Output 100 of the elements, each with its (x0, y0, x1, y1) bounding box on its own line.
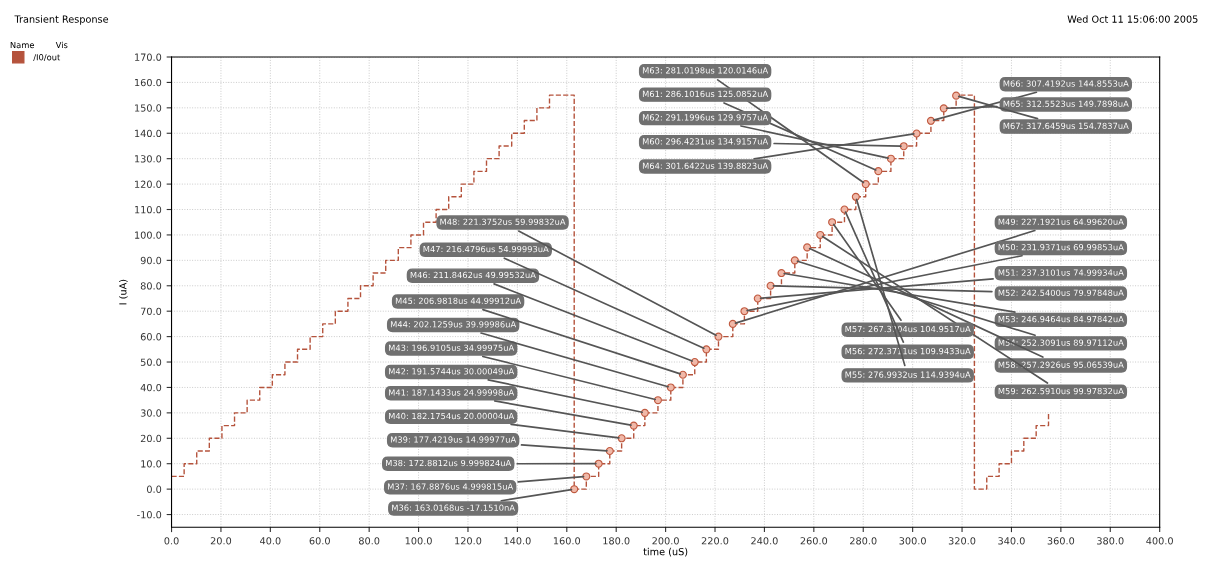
x-tick-label: 80.0 (359, 537, 380, 545)
point (690, 357, 699, 367)
annotation: M43: 196.9105us 34.99975uA (388, 344, 515, 351)
y-tick-label: 40.0 (140, 383, 162, 392)
y-tick-label: 70.0 (140, 307, 162, 316)
point (828, 218, 837, 227)
point (666, 383, 675, 392)
annotation: M58: 257.2926us 95.06539uA (998, 361, 1124, 368)
point (582, 472, 591, 481)
annotation: M59: 262.5910us 99.97832uA (998, 387, 1124, 395)
legend-title: Name Vis (10, 41, 68, 49)
annotation: M60: 296.4231us 134.9157uA (642, 138, 769, 145)
y-tick-label: 20.0 (140, 434, 162, 443)
annotation: M45: 206.9818us 44.99912uA (395, 297, 522, 304)
point (803, 243, 812, 252)
annotation: M66: 307.4192us 144.8553uA (1003, 80, 1129, 87)
point (939, 104, 948, 113)
x-tick-label: 200.0 (652, 537, 679, 545)
annotation: M63: 281.0198us 120.0146uA (642, 67, 769, 74)
point (851, 192, 860, 201)
point (678, 370, 687, 379)
annotation: M61: 286.1016us 125.0852uA (642, 90, 769, 98)
y-tick-label: 150.0 (135, 104, 162, 112)
y-tick-label: 10.0 (141, 460, 162, 468)
y-tick-label: 140.0 (135, 129, 162, 138)
x-tick-label: 360.0 (1047, 537, 1075, 545)
point (740, 307, 749, 316)
point (777, 269, 786, 278)
x-tick-label: 300.0 (899, 537, 926, 545)
point (899, 142, 908, 151)
x-tick-label: 160.0 (553, 537, 581, 545)
x-axis-title: time (uS) (643, 547, 688, 557)
annotation: M53: 246.9464us 84.97842uA (998, 315, 1124, 323)
y-axis-title: I (uA) (119, 279, 128, 305)
annotation: M49: 227.1921us 64.99620uA (998, 218, 1124, 225)
x-tick-label: 140.0 (504, 537, 531, 545)
point (861, 180, 870, 189)
y-tick-label: 50.0 (140, 358, 162, 366)
annotation: M44: 202.1259us 39.99986uA (390, 321, 517, 328)
annotation: M56: 272.3711us 109.9433uA (845, 347, 971, 355)
annotation: M50: 231.9371us 69.99853uA (998, 244, 1124, 251)
x-tick-label: 280.0 (850, 537, 877, 545)
y-tick-label: 170.0 (135, 53, 162, 61)
annotation: M40: 182.1754us 20.00004uA (388, 412, 515, 420)
y-tick-label: 130.0 (135, 155, 162, 163)
x-tick-label: 400.0 (1146, 537, 1173, 545)
point (766, 281, 775, 290)
point (617, 434, 626, 443)
x-tick-label: 380.0 (1097, 537, 1124, 545)
y-tick-label: 110.0 (135, 205, 162, 214)
point (952, 91, 961, 100)
point (653, 396, 662, 405)
y-tick-label: 120.0 (135, 180, 162, 188)
point (926, 116, 935, 125)
annotation: M37: 167.8876us 4.999815uA (388, 483, 514, 490)
x-tick-label: 40.0 (260, 537, 281, 545)
y-tick-label: 90.0 (140, 256, 162, 265)
annotation: M47: 216.4796us 54.99993uA (423, 245, 549, 253)
x-tick-label: 60.0 (309, 537, 330, 545)
annotation: M46: 211.8462us 49.99532uA (410, 271, 536, 279)
x-tick-label: 260.0 (800, 537, 828, 545)
x-tick-label: 340.0 (998, 537, 1025, 545)
annotation: M52: 242.5400us 79.97848uA (998, 289, 1124, 296)
point (874, 167, 883, 176)
annotation: M39: 177.4219us 14.99977uA (390, 436, 517, 443)
annotation: M51: 237.3101us 74.99934uA (998, 269, 1124, 276)
legend-label: /I0/out (33, 54, 61, 62)
y-tick-label: 80.0 (140, 282, 162, 290)
point (640, 408, 649, 417)
annotation: M64: 301.6422us 139.8823uA (642, 162, 769, 169)
y-tick-label: 0.0 (146, 485, 162, 493)
y-tick-label: 60.0 (140, 333, 162, 341)
point (728, 319, 737, 328)
annotation: M62: 291.1996us 129.9757uA (642, 114, 769, 121)
annotation: M67: 317.6459us 154.7837uA (1003, 122, 1129, 130)
x-tick-label: 100.0 (405, 537, 432, 545)
point (702, 345, 711, 354)
point (790, 256, 799, 265)
text: Transient Response (14, 15, 109, 25)
x-tick-label: 0.0 (164, 537, 179, 545)
annotation: M48: 221.3752us 59.99832uA (440, 218, 566, 225)
annotation: M65: 312.5523us 149.7898uA (1003, 100, 1129, 107)
y-tick-label: 160.0 (135, 78, 162, 87)
x-tick-label: 180.0 (603, 537, 630, 545)
text: Wed Oct 11 15:06:00 2005 (1067, 15, 1198, 23)
y-tick-label: 30.0 (140, 409, 162, 417)
x-tick-label: 220.0 (701, 537, 729, 545)
y-tick-label: -10.0 (137, 511, 162, 519)
x-tick-label: 20.0 (210, 537, 232, 545)
annotation: M36: 163.0168us -17.1510nA (392, 504, 515, 511)
annotation: M57: 267.3704us 104.9517uA (845, 325, 971, 333)
annotation: M41: 187.1433us 24.99998uA (388, 389, 515, 396)
x-tick-label: 120.0 (455, 537, 482, 545)
y-tick-label: 100.0 (135, 231, 162, 239)
point (816, 230, 825, 239)
x-tick-label: 320.0 (948, 537, 976, 545)
x-tick-label: 240.0 (751, 537, 778, 545)
point (594, 459, 603, 468)
annotation: M55: 276.9932us 114.9394uA (845, 371, 971, 378)
annotation: M38: 172.8812us 9.999824uA (386, 459, 512, 467)
